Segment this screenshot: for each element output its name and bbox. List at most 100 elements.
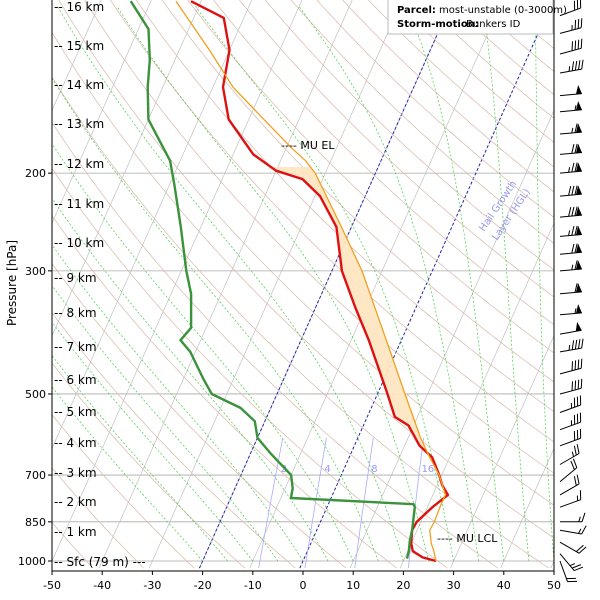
dry-adiabat-line [471, 0, 554, 72]
profile-series [129, 0, 450, 563]
barb-full [580, 358, 583, 369]
wind-barb [559, 541, 587, 554]
dry-adiabat-line [522, 0, 554, 27]
isotherm-line [450, 334, 554, 569]
barb-full [571, 41, 574, 51]
dry-adiabat-line [239, 0, 554, 298]
barb-half [568, 345, 571, 351]
barb-full [579, 412, 582, 423]
y-axis-label: Pressure [hPa] [5, 240, 19, 326]
barb-full [578, 546, 587, 554]
barb-full [574, 185, 578, 195]
barb-full [576, 429, 579, 440]
barb-full [571, 361, 574, 371]
moist-adiabat-line [116, 5, 429, 562]
barb-full [573, 430, 576, 441]
barb-staff [559, 251, 582, 255]
barb-full [574, 60, 578, 71]
barb-staff [559, 347, 582, 353]
dry-adiabat-line [342, 0, 554, 193]
barb-full [581, 59, 584, 70]
moist-adiabat-line [406, 5, 505, 562]
barb-staff [559, 541, 580, 554]
isotherm-line [52, 0, 202, 337]
barb-staff [559, 170, 582, 174]
barb-staff [559, 499, 581, 508]
y-tick-label: 500 [25, 388, 46, 401]
barb-staff [559, 291, 582, 295]
mu-lcl-marker: ---- MU LCL [437, 532, 498, 545]
dry-adiabat-line [161, 0, 554, 383]
cape-fill [271, 167, 440, 475]
dry-adiabat-line [445, 0, 554, 96]
barb-staff [559, 553, 575, 571]
moist-adiabat-line [52, 143, 354, 562]
barb-half [578, 528, 582, 534]
dewpoint-line [129, 0, 416, 559]
barb-half [571, 24, 573, 31]
isotherm-line [349, 109, 554, 569]
x-tick-label: 40 [497, 579, 511, 592]
barb-staff [559, 467, 578, 483]
cape-area [271, 167, 440, 475]
x-tick-label: 10 [346, 579, 360, 592]
dry-adiabat-line [548, 0, 554, 5]
barb-full [574, 162, 578, 172]
barb-flag [575, 143, 582, 154]
height-label: -- 8 km [54, 306, 97, 320]
isotherm-line [52, 0, 152, 224]
mixing-ratio-label: 4 [324, 464, 330, 475]
barb-full [579, 0, 582, 9]
wind-barb [559, 38, 583, 55]
mixing-ratio-label: 16 [422, 464, 435, 475]
isotherm-line [98, 0, 353, 569]
barb-flag [575, 101, 582, 111]
dry-adiabat-line [52, 362, 246, 569]
barb-half [576, 495, 579, 501]
wind-barb [559, 474, 580, 496]
wind-barbs [559, 0, 587, 583]
wind-barb [559, 304, 582, 316]
wind-barb [559, 18, 583, 34]
axis-ticks: -50 -40 -30 -20 -10 0 10 20 30 40 50 1000 850 700 500 3… [18, 167, 561, 592]
barb-staff [559, 453, 580, 465]
y-tick-label: 700 [25, 469, 46, 482]
barb-flag [575, 321, 582, 332]
barb-full [571, 381, 574, 391]
height-label: -- 15 km [54, 39, 104, 53]
dry-adiabat-line [393, 0, 554, 143]
barb-full [567, 580, 578, 583]
barb-full [576, 413, 579, 424]
barb-half [569, 563, 576, 567]
dry-adiabat-line [213, 0, 554, 326]
moist-adiabat-line [482, 6, 530, 562]
barb-staff [559, 529, 582, 535]
barb-flag [575, 206, 582, 216]
barb-flag [575, 304, 582, 314]
y-tick-label: 1000 [18, 555, 46, 568]
wind-barb [559, 338, 584, 353]
barb-half [568, 230, 571, 236]
barb-staff [559, 560, 568, 582]
isotherm-line [199, 0, 453, 569]
barb-staff [559, 367, 582, 375]
wind-barb [559, 123, 582, 135]
barb-staff [559, 193, 582, 197]
barb-full [566, 577, 576, 580]
barb-full [568, 207, 572, 217]
wind-barb [559, 101, 582, 113]
barb-full [574, 360, 577, 370]
barb-staff [559, 404, 581, 413]
dry-adiabat-line [135, 0, 554, 412]
barb-full [579, 428, 582, 439]
barb-full [577, 39, 580, 50]
barb-full [576, 444, 580, 454]
height-label: -- 12 km [54, 157, 104, 171]
moist-adiabat-line [56, 5, 404, 562]
parcel-label: Parcel: [397, 5, 436, 16]
barb-half [568, 167, 571, 173]
barb-full [573, 476, 577, 486]
barb-full [574, 339, 578, 350]
wind-barb [559, 260, 582, 272]
